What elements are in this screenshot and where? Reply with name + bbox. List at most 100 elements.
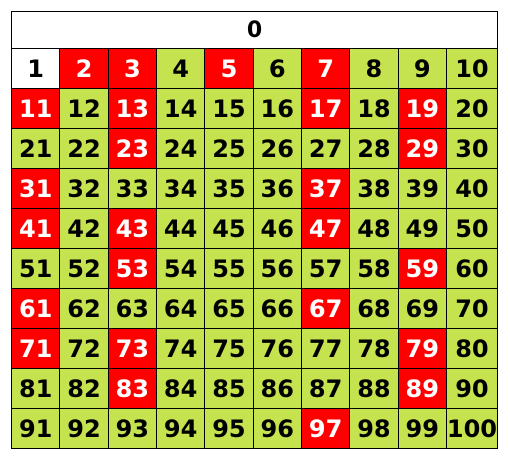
number-cell-21[interactable]: 21 xyxy=(12,129,61,169)
number-cell-6[interactable]: 6 xyxy=(253,49,302,89)
number-cell-69[interactable]: 69 xyxy=(398,289,447,329)
number-cell-4[interactable]: 4 xyxy=(156,49,206,89)
number-cell-99[interactable]: 99 xyxy=(398,409,447,449)
number-cell-61[interactable]: 61 xyxy=(12,289,61,329)
number-cell-93[interactable]: 93 xyxy=(108,409,157,449)
number-cell-84[interactable]: 84 xyxy=(156,369,206,409)
number-cell-83[interactable]: 83 xyxy=(108,369,157,409)
number-cell-81[interactable]: 81 xyxy=(12,369,61,409)
number-cell-46[interactable]: 46 xyxy=(253,209,302,249)
number-cell-71[interactable]: 71 xyxy=(12,329,61,369)
number-cell-13[interactable]: 13 xyxy=(108,89,157,129)
number-cell-35[interactable]: 35 xyxy=(205,169,254,209)
number-cell-78[interactable]: 78 xyxy=(350,329,399,369)
number-cell-25[interactable]: 25 xyxy=(205,129,254,169)
number-cell-38[interactable]: 38 xyxy=(350,169,399,209)
number-cell-89[interactable]: 89 xyxy=(398,369,447,409)
number-cell-73[interactable]: 73 xyxy=(108,329,157,369)
number-cell-95[interactable]: 95 xyxy=(205,409,254,449)
number-cell-80[interactable]: 80 xyxy=(446,329,498,369)
number-cell-77[interactable]: 77 xyxy=(301,329,351,369)
number-cell-87[interactable]: 87 xyxy=(301,369,351,409)
number-cell-82[interactable]: 82 xyxy=(60,369,109,409)
number-cell-52[interactable]: 52 xyxy=(60,249,109,289)
number-cell-63[interactable]: 63 xyxy=(108,289,157,329)
number-cell-26[interactable]: 26 xyxy=(253,129,302,169)
number-cell-45[interactable]: 45 xyxy=(205,209,254,249)
number-cell-41[interactable]: 41 xyxy=(12,209,61,249)
number-cell-92[interactable]: 92 xyxy=(60,409,109,449)
number-cell-49[interactable]: 49 xyxy=(398,209,447,249)
number-cell-75[interactable]: 75 xyxy=(205,329,254,369)
number-cell-15[interactable]: 15 xyxy=(205,89,254,129)
number-cell-68[interactable]: 68 xyxy=(350,289,399,329)
number-cell-44[interactable]: 44 xyxy=(156,209,206,249)
number-cell-37[interactable]: 37 xyxy=(301,169,351,209)
number-cell-24[interactable]: 24 xyxy=(156,129,206,169)
number-cell-88[interactable]: 88 xyxy=(350,369,399,409)
number-cell-14[interactable]: 14 xyxy=(156,89,206,129)
number-cell-34[interactable]: 34 xyxy=(156,169,206,209)
number-cell-20[interactable]: 20 xyxy=(446,89,498,129)
number-cell-79[interactable]: 79 xyxy=(398,329,447,369)
number-cell-64[interactable]: 64 xyxy=(156,289,206,329)
number-cell-48[interactable]: 48 xyxy=(350,209,399,249)
number-cell-2[interactable]: 2 xyxy=(60,49,109,89)
number-cell-67[interactable]: 67 xyxy=(301,289,351,329)
number-cell-8[interactable]: 8 xyxy=(350,49,399,89)
number-cell-97[interactable]: 97 xyxy=(301,409,351,449)
number-cell-100[interactable]: 100 xyxy=(446,409,498,449)
number-cell-23[interactable]: 23 xyxy=(108,129,157,169)
zero-header-cell[interactable]: 0 xyxy=(11,11,498,49)
number-cell-30[interactable]: 30 xyxy=(446,129,498,169)
number-cell-74[interactable]: 74 xyxy=(156,329,206,369)
number-cell-11[interactable]: 11 xyxy=(12,89,61,129)
number-cell-86[interactable]: 86 xyxy=(253,369,302,409)
number-cell-19[interactable]: 19 xyxy=(398,89,447,129)
number-cell-53[interactable]: 53 xyxy=(108,249,157,289)
number-cell-66[interactable]: 66 xyxy=(253,289,302,329)
number-cell-42[interactable]: 42 xyxy=(60,209,109,249)
number-cell-33[interactable]: 33 xyxy=(108,169,157,209)
number-cell-27[interactable]: 27 xyxy=(301,129,351,169)
number-cell-50[interactable]: 50 xyxy=(446,209,498,249)
number-cell-22[interactable]: 22 xyxy=(60,129,109,169)
number-cell-98[interactable]: 98 xyxy=(350,409,399,449)
number-cell-62[interactable]: 62 xyxy=(60,289,109,329)
number-cell-32[interactable]: 32 xyxy=(60,169,109,209)
number-cell-70[interactable]: 70 xyxy=(446,289,498,329)
number-cell-56[interactable]: 56 xyxy=(253,249,302,289)
number-cell-5[interactable]: 5 xyxy=(205,49,254,89)
number-cell-65[interactable]: 65 xyxy=(205,289,254,329)
number-cell-54[interactable]: 54 xyxy=(156,249,206,289)
number-cell-72[interactable]: 72 xyxy=(60,329,109,369)
number-cell-94[interactable]: 94 xyxy=(156,409,206,449)
number-cell-9[interactable]: 9 xyxy=(398,49,447,89)
number-cell-39[interactable]: 39 xyxy=(398,169,447,209)
number-cell-36[interactable]: 36 xyxy=(253,169,302,209)
number-cell-12[interactable]: 12 xyxy=(60,89,109,129)
number-cell-40[interactable]: 40 xyxy=(446,169,498,209)
number-cell-60[interactable]: 60 xyxy=(446,249,498,289)
number-cell-55[interactable]: 55 xyxy=(205,249,254,289)
number-cell-51[interactable]: 51 xyxy=(12,249,61,289)
number-cell-16[interactable]: 16 xyxy=(253,89,302,129)
number-cell-18[interactable]: 18 xyxy=(350,89,399,129)
number-cell-17[interactable]: 17 xyxy=(301,89,351,129)
number-cell-76[interactable]: 76 xyxy=(253,329,302,369)
number-cell-28[interactable]: 28 xyxy=(350,129,399,169)
number-cell-90[interactable]: 90 xyxy=(446,369,498,409)
number-cell-43[interactable]: 43 xyxy=(108,209,157,249)
number-cell-96[interactable]: 96 xyxy=(253,409,302,449)
number-cell-10[interactable]: 10 xyxy=(446,49,498,89)
number-cell-91[interactable]: 91 xyxy=(12,409,61,449)
number-cell-58[interactable]: 58 xyxy=(350,249,399,289)
number-cell-59[interactable]: 59 xyxy=(398,249,447,289)
number-cell-1[interactable]: 1 xyxy=(12,49,61,89)
number-cell-47[interactable]: 47 xyxy=(301,209,351,249)
number-cell-29[interactable]: 29 xyxy=(398,129,447,169)
number-cell-57[interactable]: 57 xyxy=(301,249,351,289)
number-cell-7[interactable]: 7 xyxy=(301,49,351,89)
number-cell-31[interactable]: 31 xyxy=(12,169,61,209)
number-cell-85[interactable]: 85 xyxy=(205,369,254,409)
